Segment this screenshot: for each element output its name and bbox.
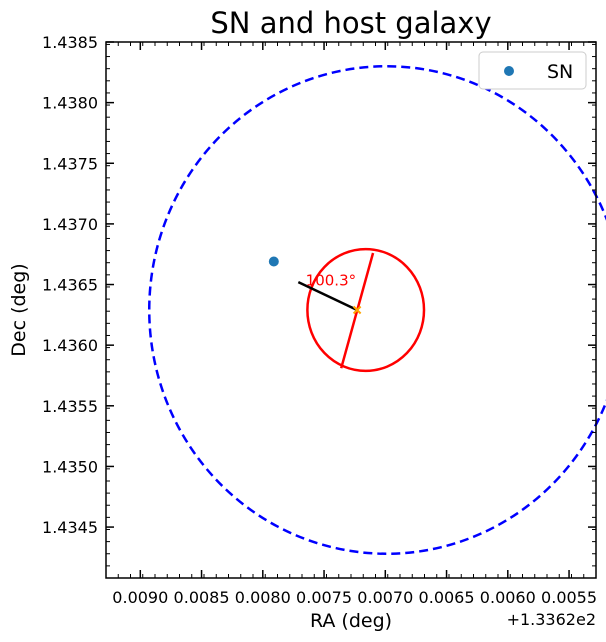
x-tick-label: 0.0090 [112,588,168,607]
y-tick-label: 1.4360 [42,336,98,355]
legend-marker-sn [504,66,514,76]
x-tick-label: 0.0055 [541,588,597,607]
x-tick-label: 0.0065 [419,588,475,607]
y-tick-label: 1.4345 [42,518,98,537]
plot-frame [106,42,596,578]
x-tick-label: 0.0080 [235,588,291,607]
legend-label-sn: SN [547,61,573,83]
chart-title: SN and host galaxy [210,6,491,40]
x-tick-label: 0.0060 [480,588,536,607]
y-tick-label: 1.4350 [42,457,98,476]
y-tick-label: 1.4385 [42,33,98,52]
legend: SN [479,52,586,89]
x-tick-label: 0.0070 [357,588,413,607]
x-tick-label: 0.0075 [296,588,352,607]
y-tick-label: 1.4375 [42,154,98,173]
y-tick-label: 1.4380 [42,94,98,113]
axis-ticks: 0.0090 0.0085 0.0080 0.0075 0.0070 0.0065 0.00… [42,33,597,607]
y-tick-label: 1.4370 [42,215,98,234]
x-tick-label: 0.0085 [174,588,230,607]
outer-ellipse [149,66,606,553]
y-tick-label: 1.4355 [42,397,98,416]
angle-annotation: 100.3° [306,272,356,290]
sn-point [269,256,279,266]
x-offset-label: +1.3362e2 [507,610,596,629]
plot-area: 100.3° [149,66,606,553]
inner-ellipse [307,249,424,371]
x-axis-label: RA (deg) [310,610,392,632]
y-tick-label: 1.4365 [42,276,98,295]
y-axis-label: Dec (deg) [8,263,30,356]
